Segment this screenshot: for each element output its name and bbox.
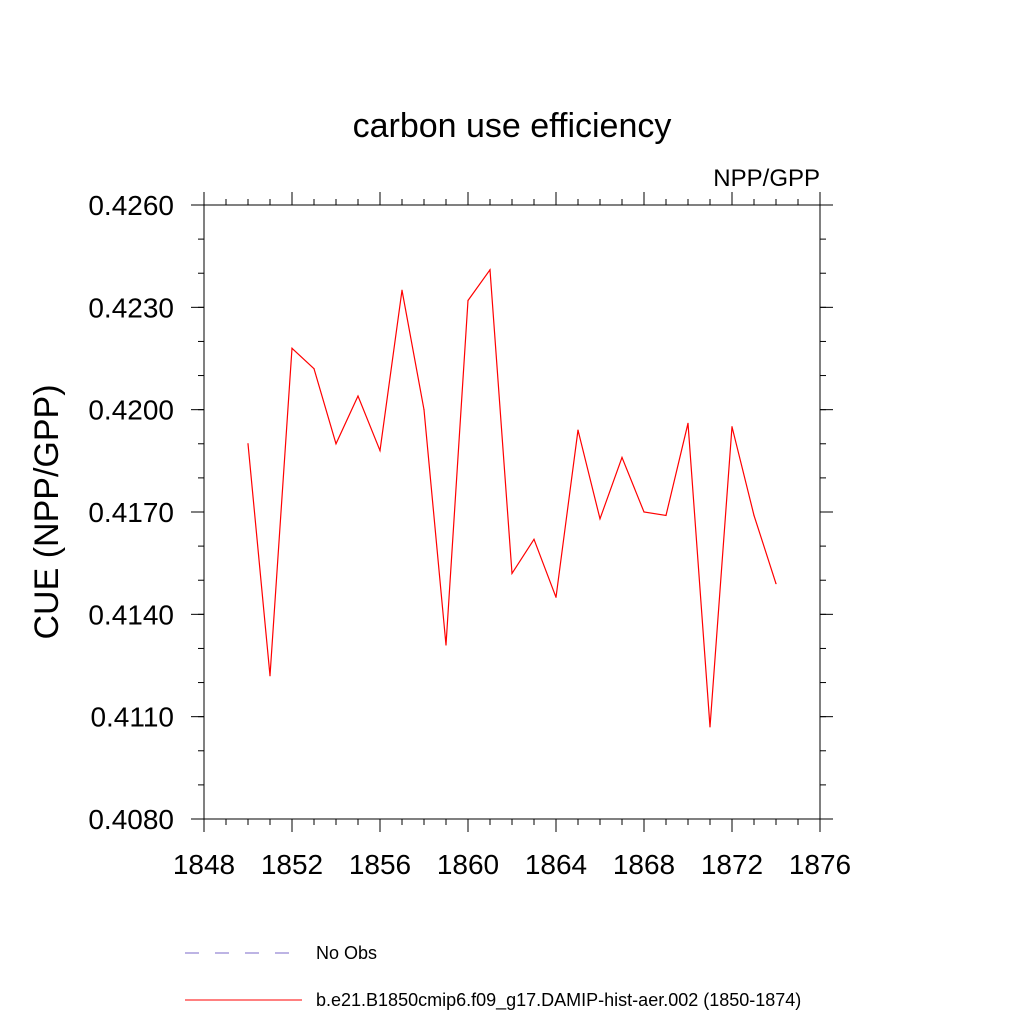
data-point <box>313 368 315 370</box>
legend: No Obs b.e21.B1850cmip6.f09_g17.DAMIP-his… <box>185 943 801 1011</box>
series-line-1 <box>247 268 777 727</box>
data-point <box>599 518 601 520</box>
data-point <box>687 422 689 424</box>
data-point <box>665 514 667 517</box>
data-point <box>489 269 491 271</box>
x-tick-label: 1876 <box>789 849 851 880</box>
data-point <box>511 572 513 575</box>
x-tick-label: 1868 <box>613 849 675 880</box>
data-point <box>335 443 337 445</box>
data-point <box>247 443 249 445</box>
data-point <box>643 511 645 513</box>
x-tick-label: 1848 <box>173 849 235 880</box>
data-point <box>291 347 293 349</box>
chart-title: carbon use efficiency <box>353 107 672 145</box>
y-tick-label: 0.4080 <box>88 804 174 835</box>
data-point <box>731 426 733 428</box>
data-point <box>533 538 535 540</box>
plot-frame <box>203 204 821 820</box>
y-axis-label: CUE (NPP/GPP) <box>28 384 66 639</box>
x-tick-label: 1860 <box>437 849 499 880</box>
plot-area <box>247 268 777 728</box>
x-tick-label: 1864 <box>525 849 587 880</box>
legend-label: b.e21.B1850cmip6.f09_g17.DAMIP-hist-aer.… <box>316 990 801 1011</box>
data-point <box>423 409 425 411</box>
data-point <box>467 299 469 302</box>
y-tick-label: 0.4170 <box>88 497 174 528</box>
data-point <box>577 429 579 431</box>
data-point <box>621 456 623 459</box>
data-point <box>269 675 271 677</box>
data-point <box>753 514 755 517</box>
x-axis-ticks: 1848 1852 1856 1860 1864 1868 1872 1876 <box>173 192 851 880</box>
y-tick-label: 0.4230 <box>88 292 174 323</box>
x-tick-label: 1856 <box>349 849 411 880</box>
x-tick-label: 1852 <box>261 849 323 880</box>
data-point <box>709 726 711 728</box>
y-tick-label: 0.4200 <box>88 395 174 426</box>
legend-label: No Obs <box>316 943 377 963</box>
y-tick-label: 0.4110 <box>90 702 174 733</box>
data-point <box>357 395 359 397</box>
x-tick-label: 1872 <box>701 849 763 880</box>
data-point <box>555 596 557 598</box>
data-point <box>445 644 447 646</box>
data-point <box>379 450 381 452</box>
y-axis-ticks: 0.4080 0.4110 0.4140 0.4170 0.4200 0.4230 0.42… <box>88 190 833 835</box>
data-point <box>401 289 403 291</box>
y-tick-label: 0.4140 <box>88 599 174 630</box>
chart-subtitle: NPP/GPP <box>713 165 820 192</box>
data-point <box>775 583 777 585</box>
y-tick-label: 0.4260 <box>88 190 174 221</box>
